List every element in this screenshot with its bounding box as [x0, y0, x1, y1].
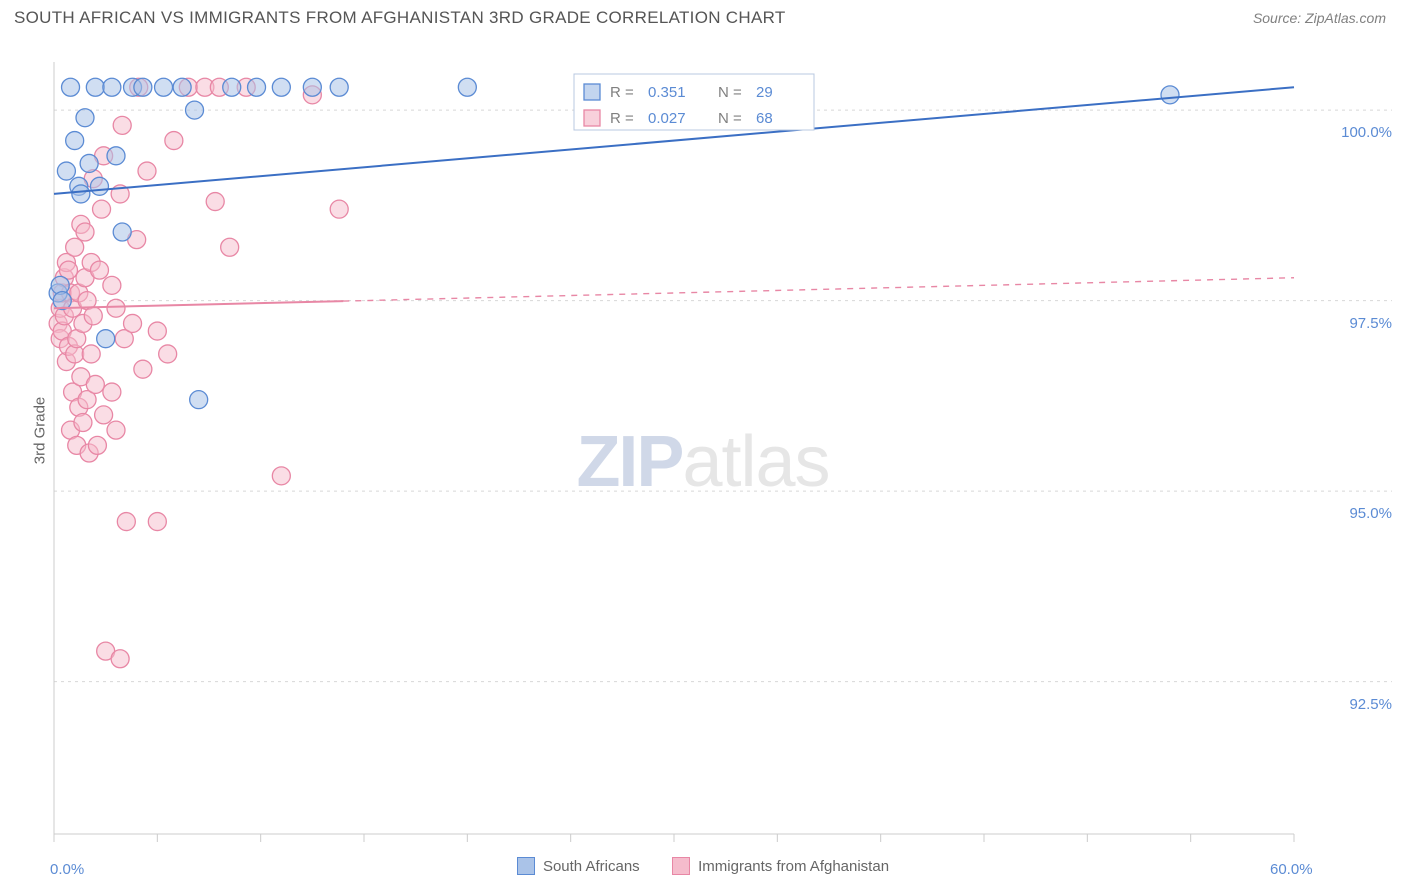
svg-text:68: 68 [756, 110, 773, 127]
chart-area: 3rd Grade R =0.351N =29R =0.027N =68 ZIP… [14, 42, 1392, 882]
legend-item-south-africans: South Africans [517, 857, 640, 875]
svg-text:R =: R = [610, 110, 634, 127]
svg-text:N =: N = [718, 84, 742, 101]
y-tick-label: 92.5% [1312, 696, 1392, 713]
legend-label: South Africans [543, 858, 640, 875]
svg-text:R =: R = [610, 84, 634, 101]
svg-text:0.027: 0.027 [648, 110, 686, 127]
y-tick-label: 100.0% [1312, 124, 1392, 141]
svg-text:29: 29 [756, 84, 773, 101]
correlation-scatter-svg: R = 0.351 N = 29 R = 0.027 N = 68 [14, 42, 1392, 842]
legend-swatch-blue [517, 857, 535, 875]
legend-item-afghanistan: Immigrants from Afghanistan [672, 857, 889, 875]
y-tick-label: 95.0% [1312, 505, 1392, 522]
legend-label: Immigrants from Afghanistan [698, 858, 889, 875]
svg-text:N =: N = [718, 110, 742, 127]
legend-swatch-pink [672, 857, 690, 875]
chart-header: SOUTH AFRICAN VS IMMIGRANTS FROM AFGHANI… [0, 0, 1406, 32]
y-tick-label: 97.5% [1312, 315, 1392, 332]
source-attribution: Source: ZipAtlas.com [1253, 10, 1386, 26]
svg-text:0.351: 0.351 [648, 84, 686, 101]
bottom-legend: South Africans Immigrants from Afghanist… [14, 857, 1392, 880]
chart-title: SOUTH AFRICAN VS IMMIGRANTS FROM AFGHANI… [14, 8, 786, 28]
